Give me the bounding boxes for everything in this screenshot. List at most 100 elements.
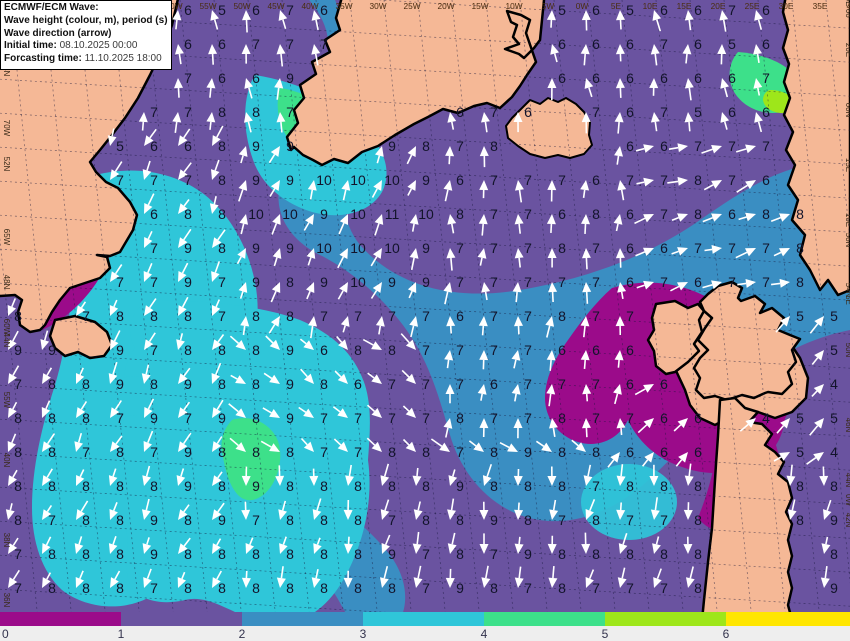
svg-text:5: 5 bbox=[626, 2, 634, 18]
svg-text:5W: 5W bbox=[542, 1, 555, 11]
svg-text:7: 7 bbox=[184, 70, 192, 86]
svg-text:7: 7 bbox=[626, 410, 634, 426]
svg-text:8: 8 bbox=[626, 478, 634, 494]
svg-text:7: 7 bbox=[524, 342, 532, 358]
svg-text:7: 7 bbox=[14, 546, 22, 562]
svg-text:6: 6 bbox=[660, 444, 668, 460]
svg-text:7: 7 bbox=[456, 274, 464, 290]
svg-text:7: 7 bbox=[150, 580, 158, 596]
svg-text:3: 3 bbox=[360, 627, 367, 641]
svg-text:8: 8 bbox=[116, 478, 124, 494]
svg-text:6: 6 bbox=[762, 2, 770, 18]
svg-text:8: 8 bbox=[150, 308, 158, 324]
svg-text:8: 8 bbox=[354, 512, 362, 528]
svg-text:6: 6 bbox=[456, 308, 464, 324]
svg-text:56N: 56N bbox=[844, 233, 850, 248]
svg-text:10: 10 bbox=[350, 274, 366, 290]
svg-text:8: 8 bbox=[218, 342, 226, 358]
svg-text:8: 8 bbox=[252, 342, 260, 358]
svg-text:8: 8 bbox=[14, 444, 22, 460]
svg-text:7: 7 bbox=[456, 342, 464, 358]
svg-text:6: 6 bbox=[184, 138, 192, 154]
svg-text:7: 7 bbox=[354, 410, 362, 426]
svg-text:10: 10 bbox=[384, 240, 400, 256]
svg-text:8: 8 bbox=[14, 512, 22, 528]
svg-text:35E: 35E bbox=[813, 1, 828, 11]
svg-text:1: 1 bbox=[118, 627, 125, 641]
svg-text:8: 8 bbox=[14, 308, 22, 324]
svg-text:8: 8 bbox=[796, 478, 804, 494]
svg-text:7: 7 bbox=[592, 240, 600, 256]
svg-text:8: 8 bbox=[116, 512, 124, 528]
svg-text:9: 9 bbox=[524, 444, 532, 460]
svg-text:8: 8 bbox=[558, 546, 566, 562]
svg-text:10: 10 bbox=[384, 172, 400, 188]
svg-text:6: 6 bbox=[660, 410, 668, 426]
svg-text:10E: 10E bbox=[844, 213, 850, 227]
svg-text:6: 6 bbox=[694, 2, 702, 18]
svg-text:7: 7 bbox=[150, 444, 158, 460]
svg-text:5: 5 bbox=[218, 2, 226, 18]
svg-text:9: 9 bbox=[388, 274, 396, 290]
svg-text:8: 8 bbox=[694, 478, 702, 494]
svg-text:8: 8 bbox=[150, 376, 158, 392]
svg-text:8: 8 bbox=[218, 206, 226, 222]
svg-text:7: 7 bbox=[422, 410, 430, 426]
svg-text:5E: 5E bbox=[844, 295, 850, 305]
svg-text:8: 8 bbox=[422, 444, 430, 460]
svg-text:7: 7 bbox=[762, 274, 770, 290]
svg-text:7: 7 bbox=[694, 138, 702, 154]
svg-text:9: 9 bbox=[286, 240, 294, 256]
svg-text:8: 8 bbox=[456, 410, 464, 426]
svg-text:15E: 15E bbox=[844, 158, 850, 172]
svg-text:52N: 52N bbox=[2, 157, 11, 172]
svg-text:8: 8 bbox=[354, 546, 362, 562]
svg-text:9: 9 bbox=[830, 580, 838, 596]
svg-text:7: 7 bbox=[286, 104, 294, 120]
svg-text:40N: 40N bbox=[2, 453, 11, 468]
svg-text:7: 7 bbox=[490, 410, 498, 426]
svg-text:8: 8 bbox=[762, 206, 770, 222]
svg-text:7: 7 bbox=[184, 104, 192, 120]
svg-text:8: 8 bbox=[116, 580, 124, 596]
svg-text:7: 7 bbox=[728, 2, 736, 18]
svg-text:7: 7 bbox=[116, 172, 124, 188]
svg-text:7: 7 bbox=[184, 410, 192, 426]
svg-text:7: 7 bbox=[660, 36, 668, 52]
svg-text:7: 7 bbox=[150, 104, 158, 120]
svg-text:6: 6 bbox=[150, 138, 158, 154]
svg-text:6: 6 bbox=[626, 376, 634, 392]
svg-text:48N: 48N bbox=[2, 275, 11, 290]
svg-text:10: 10 bbox=[316, 172, 332, 188]
svg-text:7: 7 bbox=[626, 308, 634, 324]
svg-text:0: 0 bbox=[2, 627, 9, 641]
svg-text:9: 9 bbox=[184, 444, 192, 460]
svg-text:6: 6 bbox=[694, 410, 702, 426]
svg-text:6: 6 bbox=[762, 36, 770, 52]
svg-text:9: 9 bbox=[252, 138, 260, 154]
svg-text:9: 9 bbox=[388, 138, 396, 154]
svg-text:6: 6 bbox=[694, 274, 702, 290]
svg-text:5: 5 bbox=[830, 308, 838, 324]
svg-text:8: 8 bbox=[694, 206, 702, 222]
svg-text:8: 8 bbox=[456, 206, 464, 222]
svg-text:36N: 36N bbox=[2, 593, 11, 608]
svg-text:8: 8 bbox=[14, 478, 22, 494]
svg-text:9: 9 bbox=[422, 172, 430, 188]
svg-text:5: 5 bbox=[558, 2, 566, 18]
svg-text:9: 9 bbox=[184, 240, 192, 256]
svg-text:6: 6 bbox=[626, 70, 634, 86]
svg-text:6: 6 bbox=[728, 206, 736, 222]
svg-text:9: 9 bbox=[286, 172, 294, 188]
svg-text:4: 4 bbox=[762, 410, 770, 426]
svg-text:9: 9 bbox=[524, 546, 532, 562]
svg-text:8: 8 bbox=[286, 512, 294, 528]
svg-text:7: 7 bbox=[388, 410, 396, 426]
svg-text:7: 7 bbox=[218, 274, 226, 290]
svg-text:20E: 20E bbox=[711, 1, 726, 11]
svg-text:6: 6 bbox=[218, 70, 226, 86]
svg-text:9: 9 bbox=[184, 478, 192, 494]
svg-text:7: 7 bbox=[694, 240, 702, 256]
svg-text:7: 7 bbox=[524, 410, 532, 426]
svg-text:8: 8 bbox=[558, 444, 566, 460]
